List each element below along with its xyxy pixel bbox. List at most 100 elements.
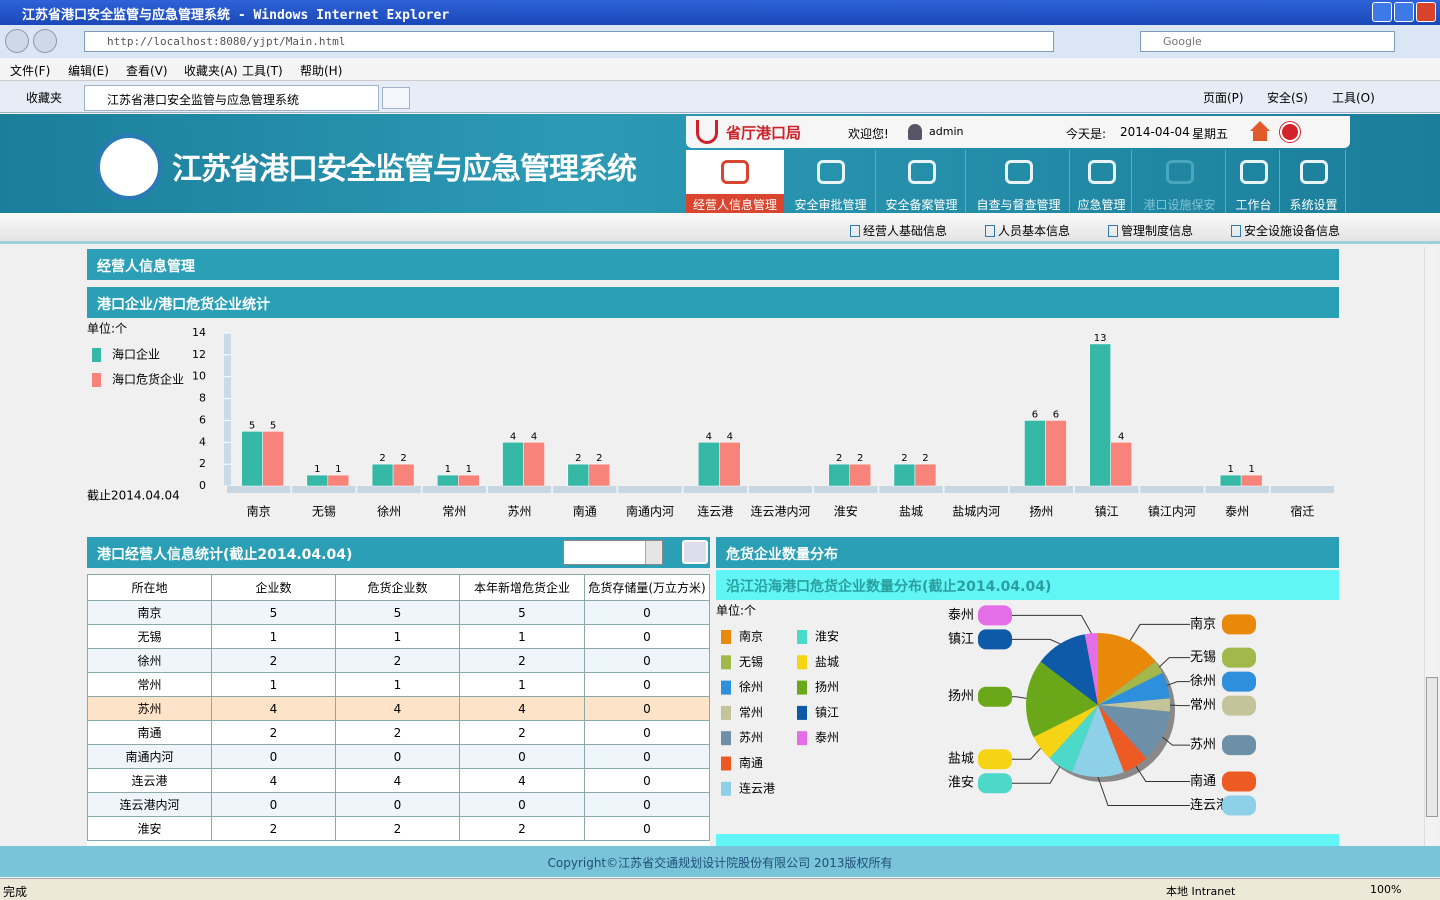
new-tab[interactable] — [382, 87, 410, 109]
select-arrow[interactable] — [645, 541, 662, 564]
legend-label: 无锡 — [739, 654, 763, 669]
search-field[interactable]: Google — [1140, 31, 1395, 52]
toolbar-item[interactable]: 工具(O) — [1332, 91, 1375, 105]
browser-tab[interactable]: 江苏省港口安全监管与应急管理系统 — [84, 85, 379, 111]
menu-item[interactable]: 工具(T) — [242, 64, 283, 78]
nav-tab[interactable]: 安全备案管理 — [878, 150, 966, 213]
legend-swatch — [721, 630, 731, 644]
data-label: 6 — [1053, 409, 1059, 420]
section-header: 经营人信息管理 — [87, 249, 1339, 280]
sub-nav-items: 经营人基础信息 人员基本信息 管理制度信息 安全设施设备信息 — [849, 222, 1340, 239]
address-row: http://localhost:8080/yjpt/Main.html Goo… — [0, 25, 1440, 58]
note: 截止2014.04.04 — [87, 489, 180, 503]
pie-slice — [1098, 633, 1156, 705]
sub-nav-label[interactable]: 安全设施设备信息 — [1243, 224, 1340, 238]
nav-label[interactable]: 应急管理 — [1077, 198, 1126, 212]
slice-label: 无锡 — [1190, 650, 1216, 665]
sub-nav-label[interactable]: 管理制度信息 — [1120, 224, 1193, 238]
zoom[interactable]: 100% — [1370, 883, 1402, 896]
sub-nav-label[interactable]: 经营人基础信息 — [862, 224, 947, 238]
bar — [588, 463, 611, 487]
pie-chart: 单位:个南京无锡徐州常州苏州南通连云港淮安盐城扬州镇江泰州南京无锡徐州常州苏州南… — [716, 603, 1256, 816]
minimize-button[interactable] — [1372, 2, 1392, 22]
pie-slice — [1098, 672, 1170, 705]
logout-button[interactable] — [1280, 122, 1300, 142]
column-header: 危货企业数 — [335, 574, 460, 601]
table-cell: 4 — [335, 696, 460, 721]
nav-tab[interactable]: 安全审批管理 — [786, 150, 876, 213]
forward-button[interactable] — [33, 29, 57, 53]
sub-nav-item[interactable]: 人员基本信息 — [984, 222, 1070, 239]
back-button[interactable] — [5, 29, 29, 53]
table-cell: 0 — [584, 648, 710, 673]
data-label: 2 — [379, 453, 385, 464]
print-button[interactable] — [682, 540, 708, 564]
legend-swatch — [721, 731, 731, 746]
menu-item[interactable]: 帮助(H) — [300, 64, 343, 78]
menu-item[interactable]: 文件(F) — [10, 64, 51, 78]
region-select[interactable] — [563, 540, 663, 565]
nav-label[interactable]: 经营人信息管理 — [686, 194, 784, 215]
sub-nav-item[interactable]: 经营人基础信息 — [849, 222, 947, 239]
label-pill — [978, 629, 1012, 650]
table-cell: 2 — [335, 720, 460, 745]
table-cell: 1 — [459, 624, 585, 649]
user-bar: 省厅港口局 欢迎您! admin 今天是: 2014-04-04 星期五 — [686, 116, 1350, 148]
pie-slice — [1049, 705, 1098, 773]
bar — [262, 431, 284, 487]
nav-tab[interactable]: 港口设施保安 — [1134, 150, 1226, 213]
favorites-button[interactable]: 收藏夹 — [26, 91, 63, 105]
stats-table: 所在地 企业数 危货企业数 本年新增危货企业 危货存储量(万立方米) 南京 5 5 5 0 无锡 1 1… — [87, 574, 710, 841]
table-cell: 连云港 — [87, 768, 212, 793]
pie-slice — [1040, 634, 1098, 705]
menu-item[interactable]: 编辑(E) — [68, 64, 109, 78]
sub-nav-item[interactable]: 管理制度信息 — [1107, 222, 1193, 239]
window-title: 江苏省港口安全监管与应急管理系统 - Windows Internet Expl… — [22, 8, 450, 23]
sub-nav-label[interactable]: 人员基本信息 — [997, 224, 1070, 238]
toolbar-item[interactable]: 安全(S) — [1267, 91, 1308, 105]
table-row: 苏州 4 4 4 0 — [87, 696, 710, 721]
home-button[interactable] — [1250, 121, 1270, 141]
label-pill — [1222, 614, 1256, 635]
sub-nav-item[interactable]: 安全设施设备信息 — [1230, 222, 1340, 239]
restore-button[interactable] — [1394, 2, 1414, 22]
nav-tab[interactable]: 应急管理 — [1072, 150, 1132, 213]
menu-item[interactable]: 收藏夹(A) — [184, 64, 238, 78]
y-tick-label: 12 — [192, 348, 206, 361]
table-cell: 淮安 — [87, 816, 212, 841]
nav-tab[interactable]: 工作台 — [1228, 150, 1280, 213]
table-cell: 0 — [459, 792, 585, 817]
doc-icon — [1230, 224, 1241, 237]
legend-label: 扬州 — [815, 679, 839, 694]
nav-tab[interactable]: 自查与督查管理 — [968, 150, 1070, 213]
toolbar-item[interactable]: 页面(P) — [1203, 91, 1244, 105]
nav-label[interactable]: 安全备案管理 — [885, 198, 958, 212]
nav-tab[interactable]: 系统设置 — [1282, 150, 1346, 213]
x-tick-label: 盐城内河 — [952, 505, 1000, 519]
url-field[interactable]: http://localhost:8080/yjpt/Main.html — [84, 31, 1054, 52]
data-label: 1 — [335, 464, 341, 475]
leader-line — [1158, 657, 1190, 668]
table-cell: 0 — [584, 600, 710, 625]
data-label: 2 — [857, 453, 863, 464]
nav-tab[interactable]: 经营人信息管理 — [686, 150, 784, 215]
scroll-thumb[interactable] — [1426, 677, 1438, 817]
nav-label[interactable]: 自查与督查管理 — [976, 198, 1061, 212]
date: 2014-04-04 — [1120, 125, 1190, 139]
menu-item[interactable]: 查看(V) — [126, 64, 168, 78]
nav-label[interactable]: 港口设施保安 — [1143, 198, 1216, 212]
nav-label[interactable]: 工作台 — [1235, 198, 1272, 212]
data-label: 2 — [836, 453, 842, 464]
nav-label[interactable]: 系统设置 — [1289, 198, 1338, 212]
nav-label[interactable]: 安全审批管理 — [794, 198, 867, 212]
scrollbar[interactable] — [1424, 247, 1439, 847]
table-row: 常州 1 1 1 0 — [87, 672, 710, 697]
nav-bar: 经营人信息管理 安全审批管理 安全备案管理 自查与督查管理 应急管理 港口设施保安 工作台 系… — [686, 150, 1366, 215]
y-tick-label: 6 — [199, 413, 206, 426]
category-base — [487, 486, 552, 493]
data-label: 1 — [466, 464, 472, 475]
table-cell: 5 — [335, 600, 460, 625]
close-button[interactable] — [1416, 2, 1436, 22]
column-header: 本年新增危货企业 — [459, 574, 585, 601]
